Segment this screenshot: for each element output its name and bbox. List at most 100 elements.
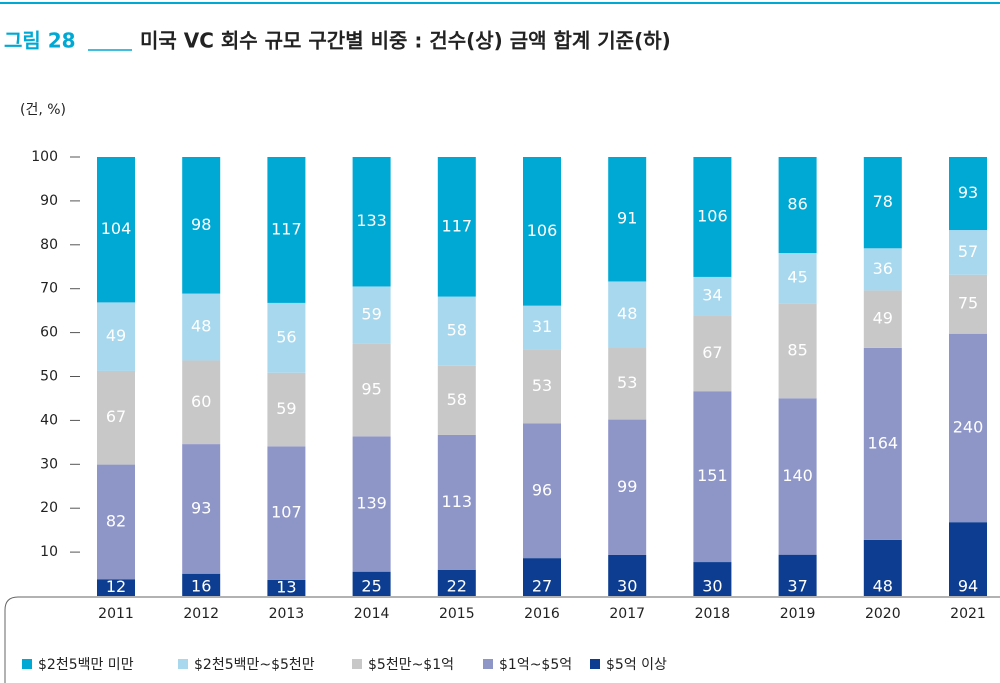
data-label: 48 [617,304,637,323]
data-label: 30 [617,577,637,596]
legend-label: $2천5백만 미만 [38,657,134,673]
bar-segment [97,579,135,596]
data-label: 151 [697,466,728,485]
data-label: 53 [617,373,637,392]
data-label: 95 [361,380,381,399]
unit-label: (건, %) [20,102,66,118]
bar-segment [267,372,306,447]
bar-segment [778,554,817,596]
data-label: 60 [191,392,211,411]
bar-segment [97,464,135,580]
bar-segment [352,436,391,572]
data-label: 13 [276,577,296,596]
bar-segment [523,558,561,596]
x-tick-label: 2021 [950,606,986,622]
y-tick-label: 70 [40,281,58,297]
legend-label: $5천만~$1억 [368,657,454,673]
data-label: 93 [191,498,211,517]
bar-segment [352,286,391,344]
bar-segment [608,157,647,282]
bar-segment [523,305,561,350]
x-tick-label: 2011 [98,606,134,622]
legend-swatch [352,659,362,669]
chart-title: 미국 VC 회수 규모 구간별 비중 : 건수(상) 금액 합계 기준(하) [140,29,671,53]
frame [4,596,1000,683]
data-label: 91 [617,209,637,228]
bar-segment [182,293,221,361]
data-label: 139 [356,494,387,513]
bar-segment [778,157,817,254]
x-tick-label: 2016 [524,606,560,622]
y-tick-label: 10 [40,544,58,560]
data-label: 107 [271,503,302,522]
data-label: 58 [447,321,467,340]
x-tick-label: 2012 [183,606,219,622]
data-label: 49 [873,309,893,328]
bar-segment [608,281,647,348]
bar-segment [693,391,732,563]
legend-swatch [22,659,32,669]
data-label: 48 [873,577,893,596]
data-label: 67 [106,407,126,426]
data-label: 82 [106,511,126,530]
bar-segment [352,157,391,287]
y-tick-label: 20 [40,500,58,516]
data-label: 49 [106,326,126,345]
bar-segment [608,554,647,596]
data-label: 22 [447,577,467,596]
bar-segment [863,248,902,291]
data-label: 30 [702,577,722,596]
data-label: 117 [271,219,302,238]
bar-segment [523,157,561,306]
bar-segment [949,157,987,231]
data-label: 75 [958,294,978,313]
data-label: 86 [787,195,807,214]
bar-segment [182,573,221,596]
bar-segment [949,522,987,596]
bar-segment [437,296,476,366]
y-tick-label: 80 [40,237,58,253]
bar-segment [97,157,135,303]
bar-segment [693,157,732,277]
data-label: 106 [697,206,728,225]
data-label: 27 [532,577,552,596]
bar-segment [182,444,221,574]
data-label: 37 [787,577,807,596]
data-label: 78 [873,192,893,211]
data-label: 53 [532,376,552,395]
data-label: 16 [191,577,211,596]
bar-segment [267,446,306,580]
data-label: 104 [101,219,132,238]
bar-segment [693,276,732,316]
bar-segment [863,290,902,348]
legend-label: $2천5백만~$5천만 [194,657,315,673]
data-label: 12 [106,577,126,596]
bar-segment [523,349,561,424]
x-tick-label: 2013 [269,606,305,622]
bar-segment [182,360,221,445]
data-label: 59 [361,305,381,324]
bar-segment [437,569,476,596]
bar-segment [949,230,987,275]
y-tick-label: 40 [40,412,58,428]
bar-segment [608,419,647,555]
data-label: 240 [953,417,984,436]
data-label: 164 [868,433,899,452]
data-label: 48 [191,317,211,336]
data-label: 45 [787,268,807,287]
data-label: 58 [447,390,467,409]
legend-swatch [483,659,493,669]
data-label: 56 [276,327,296,346]
bar-segment [437,434,476,570]
data-label: 113 [442,492,473,511]
x-tick-label: 2015 [439,606,475,622]
figure-label: 그림 28 [4,29,76,53]
bar-segment [863,347,902,540]
bar-segment [778,253,817,304]
x-tick-label: 2019 [780,606,816,622]
data-label: 140 [782,466,813,485]
bar-segment [352,571,391,596]
bar-segment [97,370,135,465]
x-tick-label: 2014 [354,606,390,622]
data-label: 57 [958,242,978,261]
